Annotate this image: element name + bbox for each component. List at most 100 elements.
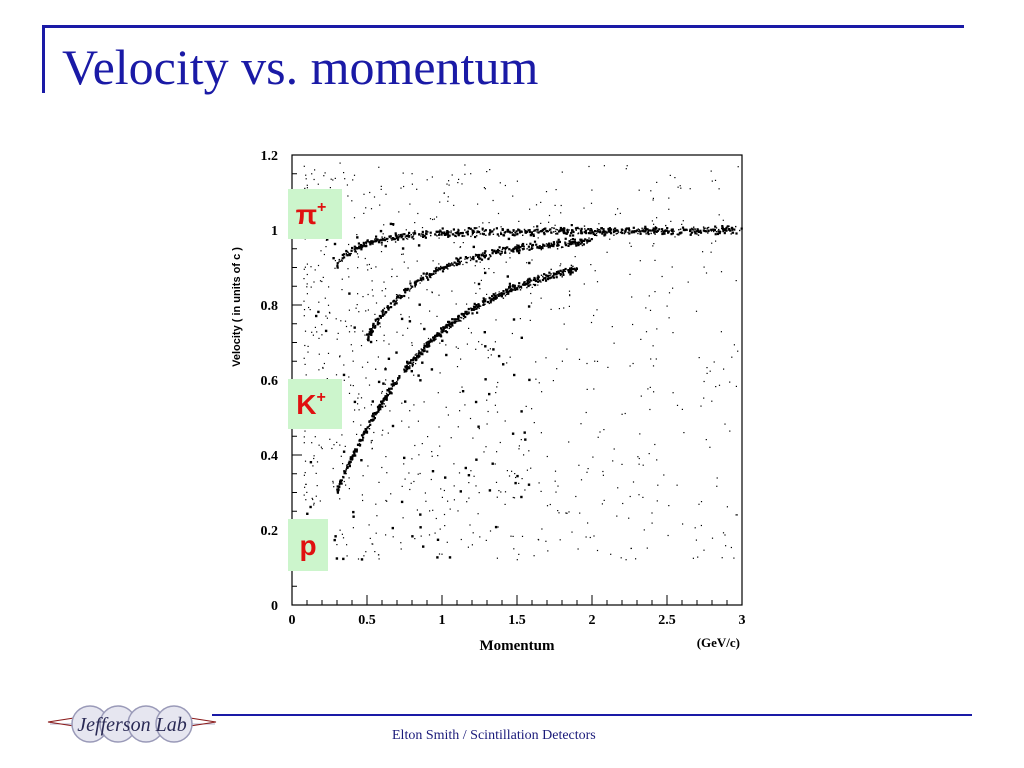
scatter-point	[399, 296, 402, 299]
scatter-point	[731, 227, 734, 230]
scatter-point	[439, 201, 441, 203]
scatter-point	[568, 243, 571, 246]
scatter-point	[628, 517, 630, 519]
scatter-point	[372, 322, 375, 326]
scatter-point	[355, 450, 358, 453]
scatter-point	[700, 524, 702, 527]
scatter-point	[507, 288, 509, 290]
scatter-point	[309, 505, 312, 509]
scatter-point	[384, 239, 386, 241]
scatter-point	[702, 226, 705, 228]
scatter-point	[475, 292, 477, 294]
scatter-point	[521, 242, 525, 246]
scatter-point	[557, 243, 559, 245]
scatter-point	[304, 330, 307, 332]
scatter-point	[361, 439, 363, 441]
scatter-point	[485, 234, 487, 236]
scatter-point	[460, 358, 462, 360]
scatter-point	[507, 290, 509, 292]
particle-label-box	[288, 519, 328, 571]
scatter-point	[558, 244, 560, 246]
scatter-point	[472, 308, 474, 310]
scatter-point	[662, 230, 665, 233]
scatter-point	[683, 432, 685, 434]
scatter-point	[473, 231, 476, 233]
scatter-point	[561, 246, 563, 248]
scatter-point	[690, 231, 693, 234]
scatter-point	[620, 231, 623, 233]
scatter-point	[423, 327, 426, 331]
scatter-point	[493, 294, 496, 297]
scatter-point	[402, 517, 404, 519]
scatter-point	[446, 230, 449, 233]
scatter-point	[450, 322, 453, 325]
scatter-point	[707, 229, 710, 232]
scatter-point	[535, 228, 537, 231]
scatter-point	[538, 245, 541, 248]
scatter-point	[443, 489, 445, 492]
scatter-point	[655, 358, 657, 360]
scatter-point	[373, 326, 376, 329]
scatter-point	[545, 191, 548, 193]
scatter-point	[730, 233, 732, 235]
scatter-point	[441, 270, 445, 273]
scatter-point	[368, 328, 372, 331]
scatter-point	[375, 532, 377, 534]
scatter-point	[671, 229, 674, 233]
scatter-point	[394, 241, 397, 243]
scatter-point	[603, 429, 605, 431]
scatter-point	[394, 234, 397, 237]
scatter-point	[477, 282, 481, 286]
scatter-point	[652, 365, 655, 367]
scatter-point	[471, 257, 473, 260]
scatter-point	[536, 231, 538, 233]
scatter-point	[397, 294, 399, 296]
scatter-point	[722, 230, 725, 233]
scatter-point	[378, 481, 380, 483]
scatter-point	[424, 492, 426, 494]
scatter-point	[444, 325, 447, 328]
scatter-point	[536, 228, 539, 231]
scatter-point	[517, 228, 520, 231]
scatter-point	[550, 268, 552, 271]
scatter-point	[426, 276, 428, 278]
scatter-point	[570, 239, 572, 241]
scatter-point	[614, 227, 617, 230]
scatter-point	[489, 169, 491, 171]
scatter-point	[372, 326, 374, 329]
scatter-point	[556, 368, 558, 370]
scatter-point	[357, 558, 360, 560]
scatter-point	[403, 456, 406, 460]
scatter-point	[381, 236, 383, 238]
scatter-point	[540, 297, 542, 299]
scatter-point	[565, 232, 568, 235]
scatter-point	[458, 232, 461, 235]
scatter-point	[670, 233, 673, 236]
scatter-point	[346, 254, 348, 256]
scatter-point	[303, 474, 305, 476]
scatter-point	[592, 232, 595, 236]
scatter-point	[372, 418, 375, 421]
scatter-point	[408, 367, 411, 370]
scatter-point	[587, 468, 589, 470]
scatter-point	[497, 294, 499, 296]
scatter-point	[435, 270, 437, 272]
scatter-point	[511, 432, 515, 435]
scatter-point	[564, 270, 566, 273]
scatter-point	[672, 392, 674, 394]
scatter-point	[720, 271, 723, 273]
scatter-point	[502, 234, 506, 237]
scatter-point	[596, 309, 598, 311]
scatter-point	[375, 368, 377, 370]
scatter-point	[498, 291, 500, 293]
scatter-point	[306, 273, 308, 276]
scatter-point	[419, 472, 421, 475]
scatter-point	[357, 397, 359, 399]
scatter-point	[441, 553, 443, 555]
scatter-point	[536, 246, 539, 249]
scatter-point	[368, 263, 370, 266]
scatter-point	[430, 478, 432, 481]
scatter-point	[363, 212, 365, 214]
scatter-point	[344, 320, 347, 322]
scatter-point	[432, 509, 434, 511]
